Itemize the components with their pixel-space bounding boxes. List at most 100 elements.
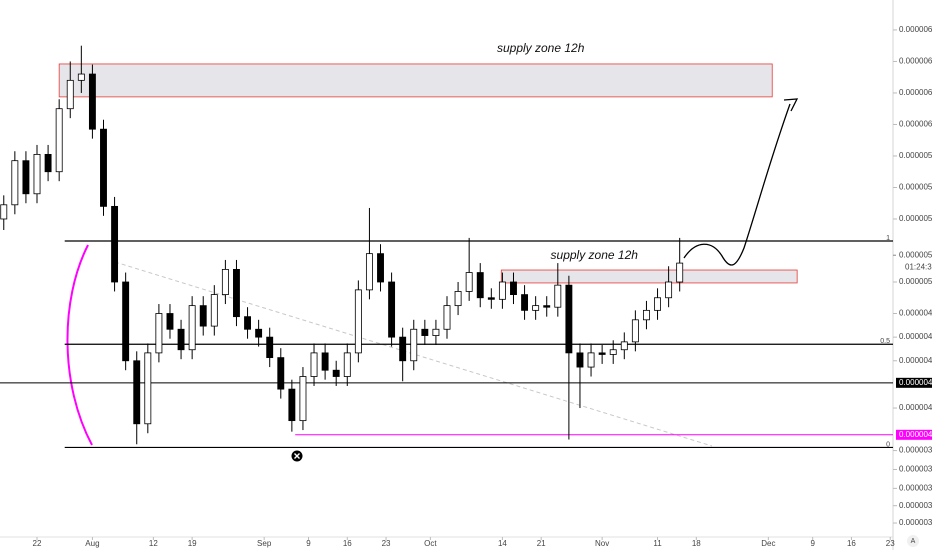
candle-body <box>144 352 152 425</box>
supply-zone <box>58 63 773 98</box>
fib-label: 0.5 <box>880 338 890 345</box>
price-badge-label: 0.00000436 <box>899 378 932 387</box>
candle-body <box>609 349 617 355</box>
y-tick-label: 0.00000420 <box>899 403 932 412</box>
x-tick-label: 21 <box>537 539 546 548</box>
candle-body <box>266 336 274 359</box>
candle-body <box>432 328 440 336</box>
candle-body <box>565 284 573 354</box>
candle-body <box>631 319 639 343</box>
candle-body <box>410 328 418 362</box>
x-tick-label: Nov <box>595 539 609 548</box>
candle-body <box>343 352 351 377</box>
y-tick-label: 0.00000560 <box>899 183 932 192</box>
svg-text:A: A <box>911 538 916 545</box>
candle-body <box>476 272 484 299</box>
x-tick-label: 23 <box>886 539 895 548</box>
candle-body <box>665 281 673 299</box>
y-tick-label: 0.00000465 <box>899 332 932 341</box>
candle-body <box>510 281 517 296</box>
x-tick-label: Aug <box>85 539 99 548</box>
x-tick-label: 14 <box>498 539 507 548</box>
countdown: 01:24:39 <box>905 262 932 271</box>
candle-body <box>122 281 130 362</box>
candle-body <box>388 281 396 338</box>
candle-body <box>22 160 30 195</box>
y-tick-label: 0.00000540 <box>899 214 932 223</box>
x-tick-label: 19 <box>188 539 197 548</box>
x-tick-label: 9 <box>810 539 815 548</box>
projection-path <box>683 103 791 266</box>
candle-body <box>521 294 529 311</box>
candle-body <box>532 305 540 311</box>
candle-body <box>44 153 52 173</box>
x-tick-label: 23 <box>382 539 391 548</box>
candle-body <box>111 205 119 283</box>
x-tick-label: Sep <box>257 539 272 548</box>
candle-body <box>465 272 473 292</box>
zone-label: supply zone 12h <box>497 41 585 55</box>
y-tick-label: 0.00000580 <box>899 151 932 160</box>
candle-body <box>354 289 362 354</box>
candle-body <box>66 79 74 110</box>
candle-body <box>498 281 506 300</box>
candle-body <box>310 352 318 377</box>
candle-body <box>133 360 141 425</box>
candle-body <box>155 313 163 354</box>
y-tick-label: 0.00000347 <box>899 518 932 527</box>
x-tick-label: 11 <box>653 539 662 548</box>
candle-body <box>321 352 329 371</box>
candle-body <box>399 336 407 362</box>
x-tick-label: 16 <box>847 539 856 548</box>
price-badge <box>896 429 932 440</box>
y-tick-label: 0.00000640 <box>899 57 932 66</box>
price-badge-label: 0.00000403 <box>899 430 932 439</box>
candle-body <box>11 160 19 206</box>
candles <box>0 45 684 445</box>
fib-label: 0 <box>886 441 890 448</box>
candle-body <box>421 328 429 336</box>
x-tick-label: 18 <box>692 539 701 548</box>
y-tick-label: 0.00000600 <box>899 120 932 129</box>
candle-body <box>598 352 606 355</box>
candle-body <box>88 73 96 130</box>
candle-body <box>255 328 263 338</box>
arc <box>66 244 93 446</box>
candle-body <box>377 253 384 283</box>
candle-body <box>210 294 218 327</box>
candle-body <box>443 305 451 330</box>
x-tick-label: Dec <box>761 539 775 548</box>
candle-body <box>0 204 8 220</box>
candle-body <box>620 341 628 351</box>
x-tick-label: Oct <box>424 539 437 548</box>
candle-body <box>188 305 196 351</box>
candle-body <box>654 297 661 311</box>
candle-body <box>576 352 584 368</box>
candle-body <box>543 305 551 308</box>
candle-body <box>77 73 85 81</box>
y-tick-label: 0.00000393 <box>899 446 932 455</box>
x-icon <box>291 450 303 462</box>
zones: supply zone 12h supply zone 12h <box>58 41 798 284</box>
candle-body <box>177 328 185 351</box>
candle-body <box>332 369 340 377</box>
candle-body <box>221 268 229 296</box>
candle-body <box>487 297 495 300</box>
y-tick-label: 0.00000358 <box>899 501 932 510</box>
candle-body <box>676 262 684 283</box>
candle-body <box>244 316 251 330</box>
candle-body <box>100 128 107 207</box>
candle-body <box>643 309 650 321</box>
fib-label: 1 <box>886 235 890 242</box>
auto-scale-button[interactable]: A <box>907 535 919 547</box>
candle-body <box>554 284 562 308</box>
y-tick-label: 0.00000381 <box>899 465 932 474</box>
zone-label: supply zone 12h <box>551 248 639 262</box>
candle-body <box>587 352 595 368</box>
x-tick-label: 12 <box>149 539 158 548</box>
y-tick-label: 0.00000450 <box>899 356 932 365</box>
candle-body <box>55 108 63 173</box>
supply-zone <box>500 269 798 284</box>
